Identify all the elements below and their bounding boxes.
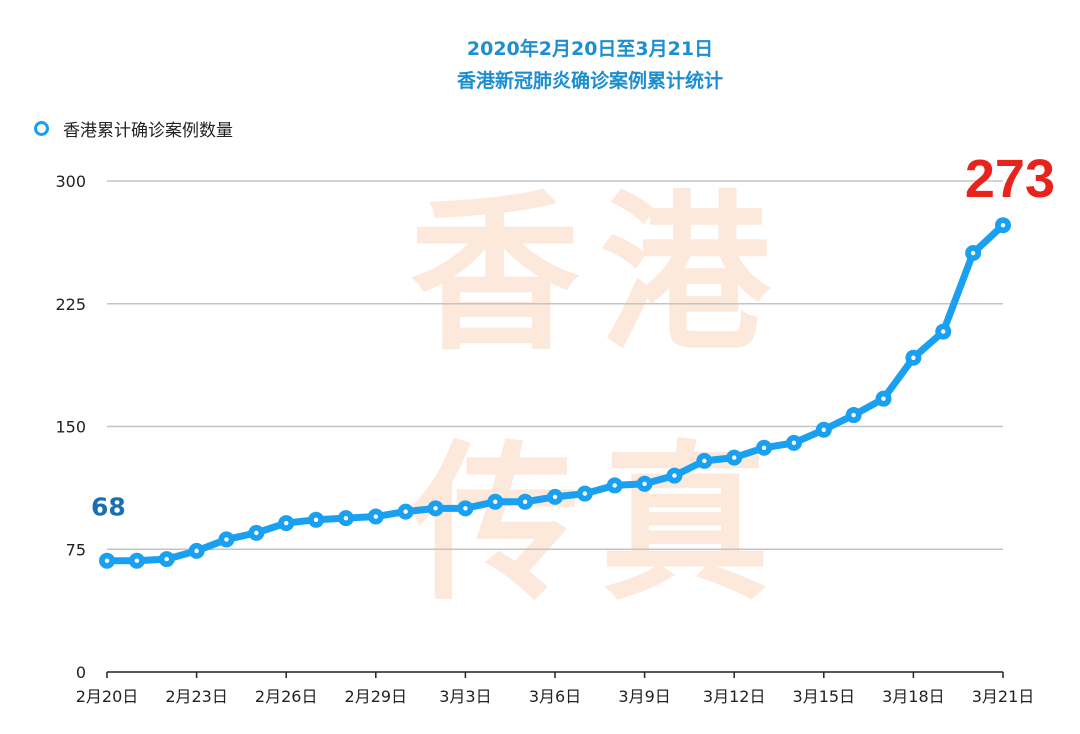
x-tick-label: 2月26日 <box>255 687 318 706</box>
legend-marker-icon <box>34 121 49 136</box>
x-tick-label: 3月15日 <box>793 687 856 706</box>
annotation-start: 68 <box>91 493 126 522</box>
data-point-center <box>164 556 169 562</box>
x-tick-label: 3月12日 <box>703 687 766 706</box>
chart-subtitle: 香港新冠肺炎确诊案例累计统计 <box>456 70 723 92</box>
data-point-center <box>791 440 797 446</box>
annotation-end: 273 <box>965 149 1055 209</box>
data-point-center <box>433 506 438 511</box>
x-tick-label: 2月20日 <box>76 687 139 706</box>
data-point-center <box>1000 222 1006 228</box>
data-point-center <box>761 445 767 450</box>
watermark: 香港 <box>410 176 791 374</box>
data-point-center <box>821 427 826 432</box>
x-tick-label: 3月6日 <box>529 687 581 706</box>
data-point-center <box>493 499 498 504</box>
x-tick-label: 2月29日 <box>345 687 408 706</box>
legend: 香港累计确诊案例数量 <box>34 116 233 141</box>
data-point-center <box>642 481 647 486</box>
x-tick-label: 2月23日 <box>165 687 228 706</box>
data-point-center <box>284 520 289 526</box>
data-point-center <box>313 517 319 522</box>
data-point-center <box>134 558 140 563</box>
data-point-center <box>881 396 886 401</box>
data-point-center <box>194 548 199 554</box>
y-tick-label: 225 <box>55 295 86 314</box>
data-point-center <box>373 514 378 519</box>
y-tick-label: 0 <box>76 663 86 682</box>
chart-title: 2020年2月20日至3月21日 <box>466 38 714 60</box>
series-line <box>107 222 1006 565</box>
x-tick-label: 3月18日 <box>882 687 945 706</box>
data-point-center <box>970 250 976 256</box>
data-point-center <box>582 491 588 496</box>
data-point-center <box>254 530 259 536</box>
data-point-center <box>224 537 229 542</box>
legend-label: 香港累计确诊案例数量 <box>63 121 233 141</box>
data-point-center <box>522 499 528 504</box>
data-point-center <box>672 473 677 478</box>
y-tick-label: 75 <box>66 540 86 559</box>
data-point-center <box>343 515 349 521</box>
data-point-center <box>941 329 946 334</box>
data-point-center <box>104 558 110 563</box>
data-point-center <box>702 458 707 464</box>
data-point-center <box>612 483 617 488</box>
x-tick-label: 3月21日 <box>972 687 1035 706</box>
watermark: 传真 <box>410 426 791 624</box>
x-tick-label: 3月9日 <box>618 687 670 706</box>
data-point-center <box>463 506 468 511</box>
x-tick-label: 3月3日 <box>439 687 491 706</box>
data-point-center <box>911 355 916 360</box>
data-point-center <box>851 412 856 418</box>
y-tick-label: 300 <box>55 172 86 191</box>
y-tick-label: 150 <box>55 418 86 437</box>
data-point-center <box>552 494 558 500</box>
data-point-center <box>403 509 408 514</box>
data-point-center <box>732 455 737 460</box>
